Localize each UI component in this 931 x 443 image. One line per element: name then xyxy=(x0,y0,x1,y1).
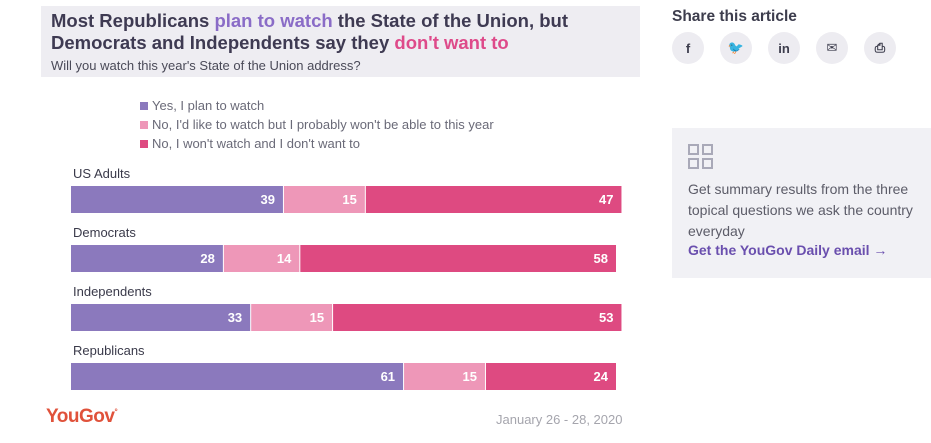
bar-value-label: 53 xyxy=(599,310,613,325)
twitter-icon: 🐦 xyxy=(727,40,745,55)
promo-text: Get summary results from the three topic… xyxy=(688,181,913,239)
email-icon: ✉ xyxy=(826,40,838,55)
legend-label: No, I'd like to watch but I probably won… xyxy=(152,117,494,132)
bar-segment xyxy=(251,304,333,331)
bar-value-label: 15 xyxy=(310,310,324,325)
facebook-icon: f xyxy=(685,40,691,56)
bar-value-label: 61 xyxy=(381,369,395,384)
survey-date: January 26 - 28, 2020 xyxy=(496,412,623,427)
title-accent-watch: plan to watch xyxy=(214,10,333,31)
bar-segment xyxy=(485,363,616,390)
share-title: Share this article xyxy=(672,8,797,25)
legend-swatch xyxy=(140,120,148,129)
bar-segment xyxy=(365,186,622,213)
chart-legend: Yes, I plan to watch No, I'd like to watc… xyxy=(140,96,494,153)
daily-email-promo: Get summary results from the three topic… xyxy=(672,128,931,278)
linkedin-share-button[interactable]: in xyxy=(768,32,800,64)
yougov-logo: YouGov° xyxy=(46,406,118,427)
bar-value-label: 15 xyxy=(462,369,476,384)
legend-label: No, I won't watch and I don't want to xyxy=(152,136,361,151)
bar-value-label: 15 xyxy=(342,192,356,207)
bar-segment xyxy=(300,245,616,272)
share-buttons: f 🐦 in ✉ ⎙ xyxy=(672,32,896,64)
print-icon: ⎙ xyxy=(874,40,886,55)
legend-item: Yes, I plan to watch xyxy=(140,96,494,115)
chart-title: Most Republicans plan to watch the State… xyxy=(51,10,568,53)
legend-item: No, I won't watch and I don't want to xyxy=(140,134,494,153)
bar-value-label: 39 xyxy=(260,192,274,207)
facebook-share-button[interactable]: f xyxy=(672,32,704,64)
linkedin-icon: in xyxy=(778,40,790,56)
title-accent-dont-want: don't want to xyxy=(394,32,509,53)
legend-swatch xyxy=(140,101,148,110)
legend-label: Yes, I plan to watch xyxy=(152,98,265,113)
print-share-button[interactable]: ⎙ xyxy=(864,32,896,64)
legend-item: No, I'd like to watch but I probably won… xyxy=(140,115,494,134)
bar-segment xyxy=(333,304,622,331)
bar-segment xyxy=(71,304,251,331)
chart-subtitle: Will you watch this year's State of the … xyxy=(51,58,361,73)
bar-value-label: 33 xyxy=(228,310,242,325)
bar-segment xyxy=(404,363,485,390)
bar-value-label: 58 xyxy=(594,251,608,266)
category-label: Democrats xyxy=(73,225,136,240)
bar-segment xyxy=(71,186,283,213)
chart-header: Most Republicans plan to watch the State… xyxy=(41,6,640,77)
category-label: Independents xyxy=(73,284,152,299)
category-label: Republicans xyxy=(73,343,145,358)
category-label: US Adults xyxy=(73,166,131,181)
bar-segment xyxy=(71,363,404,390)
bar-segment xyxy=(283,186,365,213)
chart-panel: Most Republicans plan to watch the State… xyxy=(41,6,640,427)
bar-chart-plot: US Adults 39 15 47 Democrats 28 14 58 Independen… xyxy=(71,166,622,390)
legend-swatch xyxy=(140,139,148,148)
bar-segment xyxy=(71,245,223,272)
yougov-daily-email-link[interactable]: Get the YouGov Daily email → xyxy=(688,242,888,258)
bar-value-label: 14 xyxy=(277,251,292,266)
bar-value-label: 28 xyxy=(200,251,214,266)
grid-icon xyxy=(688,144,713,169)
bar-value-label: 47 xyxy=(599,192,613,207)
bar-segment xyxy=(223,245,300,272)
email-share-button[interactable]: ✉ xyxy=(816,32,848,64)
twitter-share-button[interactable]: 🐦 xyxy=(720,32,752,64)
bar-value-label: 24 xyxy=(594,369,609,384)
